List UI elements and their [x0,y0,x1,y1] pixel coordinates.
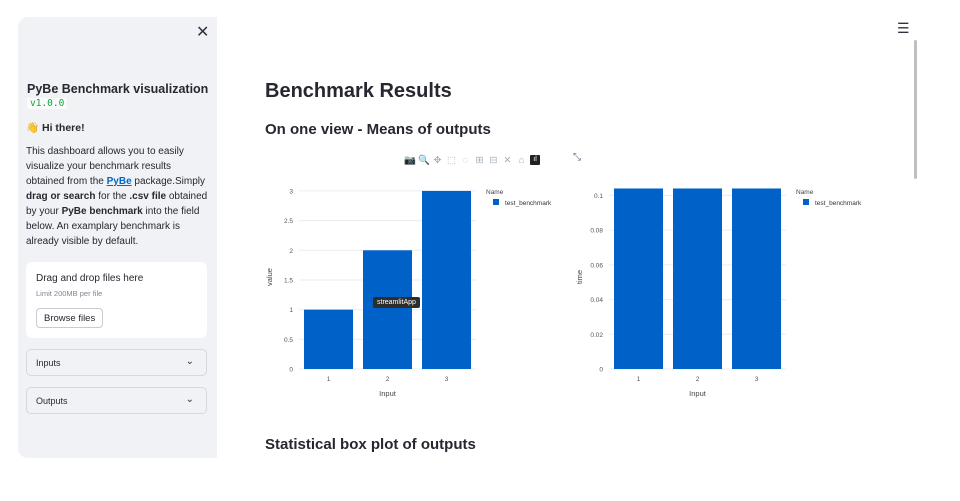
desc-bold: PyBe benchmark [61,206,143,217]
y-tick-label: 0.06 [590,262,603,269]
lasso-icon[interactable]: ◌ [462,154,469,166]
chevron-down-icon: ⌄ [185,394,194,405]
expander-label: Inputs [36,358,61,368]
expander-label: Outputs [36,396,68,406]
y-tick-label: 0.04 [590,297,603,304]
legend-label: test_benchmark [505,200,552,207]
legend-swatch [803,199,809,205]
plotly-logo[interactable]: ıl [530,155,540,165]
y-tick-label: 0.1 [594,193,603,200]
legend-title: Name [796,189,814,196]
close-sidebar-icon[interactable]: ✕ [196,24,210,41]
chevron-down-icon: ⌄ [185,356,194,367]
bar [363,250,412,369]
file-uploader-dropzone[interactable]: Drag and drop files here Limit 200MB per… [26,262,207,338]
camera-icon[interactable]: 📷 [404,154,416,166]
means-chart-value: 0 0.5 1 1.5 2 2.5 3 1 2 3 Input value Nametest_bench… [265,188,552,398]
desc-text: package.Simply [131,176,205,187]
outputs-expander[interactable]: Outputs ⌄ [26,387,207,414]
y-tick-label: 0 [289,367,293,374]
means-chart-time: 0 0.02 0.04 0.06 0.08 0.1 1 2 3 Input time Nametest… [575,188,862,398]
home-icon[interactable]: ⌂ [518,154,525,166]
autoscale-icon[interactable]: ✕ [503,154,512,166]
sidebar [18,17,217,458]
y-tick-label: 1.5 [284,277,293,284]
y-axis-title: time [575,270,584,284]
bar [673,188,722,369]
main-menu-icon[interactable]: ☰ [897,20,910,36]
legend-title: Name [486,189,504,196]
upload-limit: Limit 200MB per file [36,289,103,298]
bar [422,190,471,369]
y-tick-label: 0.5 [284,337,293,344]
y-tick-label: 0.02 [590,332,603,339]
plot-modebar: 📷 🔍 ✥ ⬚ ◌ ⊞ ⊟ ✕ ⌂ ıl [404,153,540,167]
page-title: Benchmark Results [265,80,452,102]
legend-swatch [493,199,499,205]
desc-text: for the [95,191,130,202]
zoom-icon[interactable]: 🔍 [418,154,430,166]
sidebar-title: PyBe Benchmark visualization [27,82,209,96]
bar [304,309,353,369]
scrollbar[interactable] [914,40,917,179]
x-tick-label: 2 [386,376,390,383]
browse-files-button[interactable]: Browse files [36,308,104,328]
zoom-out-icon[interactable]: ⊟ [489,154,498,166]
bar [614,188,663,369]
section-heading-means: On one view - Means of outputs [265,121,491,138]
pybe-link[interactable]: PyBe [106,176,132,187]
desc-bold: drag or search [26,191,96,202]
desc-text: into the field below. An examplary bench… [26,206,200,247]
tooltip: streamlitApp [373,297,420,308]
y-tick-label: 2.5 [284,218,293,225]
y-tick-label: 1 [289,307,293,314]
upload-title: Drag and drop files here [36,273,144,284]
sidebar-description: This dashboard allows you to easily visu… [26,144,211,249]
x-tick-label: 1 [637,376,641,383]
pan-icon[interactable]: ✥ [433,154,442,166]
section-heading-boxplot: Statistical box plot of outputs [265,436,476,453]
inputs-expander[interactable]: Inputs ⌄ [26,349,207,376]
fullscreen-icon[interactable]: ⤡ [573,152,581,163]
x-tick-label: 3 [445,376,449,383]
y-tick-label: 0.08 [590,228,603,235]
greeting: 👋 Hi there! [26,122,85,134]
version-badge: v1.0.0 [27,98,68,109]
x-tick-label: 1 [327,376,331,383]
y-tick-label: 0 [599,367,603,374]
x-axis-title: Input [689,389,707,398]
desc-text: obtained by your [26,191,208,217]
desc-bold: .csv file [129,191,167,202]
legend-label: test_benchmark [815,200,862,207]
y-tick-label: 2 [289,248,293,255]
zoom-in-icon[interactable]: ⊞ [475,154,484,166]
y-axis-title: value [265,268,274,286]
x-axis-title: Input [379,389,397,398]
bar [732,188,781,369]
x-tick-label: 2 [696,376,700,383]
desc-text: This dashboard allows you to easily visu… [26,146,184,187]
x-tick-label: 3 [755,376,759,383]
y-tick-label: 3 [289,188,293,195]
box-select-icon[interactable]: ⬚ [447,154,456,166]
